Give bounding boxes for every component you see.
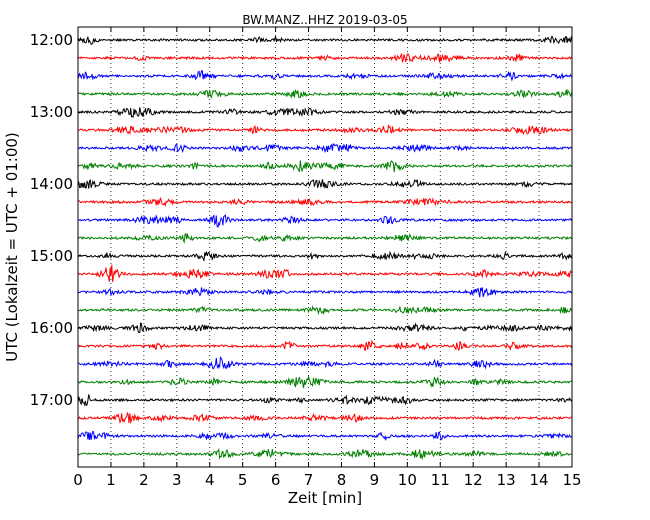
trace-1415 [77,196,573,208]
x-tick-label-9: 9 [370,471,380,489]
trace-1700 [77,394,573,407]
x-tick-label-13: 13 [497,471,516,489]
grid-lines [110,27,540,467]
x-tick-label-11: 11 [431,471,450,489]
x-tick-label-12: 12 [464,471,483,489]
x-tick-label-0: 0 [73,471,83,489]
trace-1200 [77,35,573,45]
trace-1600 [77,322,573,334]
x-tick-label-3: 3 [172,471,182,489]
trace-1230 [77,70,573,82]
chart-title: BW.MANZ..HHZ 2019-03-05 [242,13,407,27]
y-tick-label-2: 14:00 [30,175,73,193]
trace-1745 [77,447,573,461]
x-tick-label-15: 15 [562,471,581,489]
y-axis: 12:00 13:00 14:00 15:00 16:00 17:00 [30,31,572,409]
trace-1315 [77,123,573,136]
x-axis-label: Zeit [min] [288,489,362,507]
x-tick-label-7: 7 [304,471,314,489]
x-tick-label-1: 1 [106,471,116,489]
trace-1530 [77,287,573,298]
x-tick-label-10: 10 [398,471,417,489]
y-axis-label: UTC (Lokalzeit = UTC + 01:00) [3,132,21,362]
traces [77,35,573,461]
y-tick-label-0: 12:00 [30,31,73,49]
trace-1500 [77,250,573,261]
trace-1300 [77,107,573,118]
trace-1615 [78,339,573,352]
x-tick-label-2: 2 [139,471,149,489]
x-tick-label-4: 4 [205,471,215,489]
trace-1445 [77,232,573,244]
y-tick-label-3: 15:00 [30,247,73,265]
y-tick-label-4: 16:00 [30,319,73,337]
x-tick-label-6: 6 [271,471,281,489]
x-tick-label-14: 14 [530,471,549,489]
y-tick-label-1: 13:00 [30,103,73,121]
x-tick-label-8: 8 [337,471,347,489]
trace-1215 [77,52,573,63]
y-tick-label-5: 17:00 [30,391,73,409]
x-tick-label-5: 5 [238,471,248,489]
trace-1515 [77,264,573,283]
trace-1430 [77,214,573,228]
trace-1645 [77,374,573,389]
trace-1330 [77,143,573,154]
trace-1730 [77,430,573,442]
trace-1400 [77,179,573,189]
trace-1245 [77,88,573,99]
trace-1545 [77,305,573,316]
trace-1630 [77,356,573,370]
trace-1715 [77,411,573,424]
plot-frame [77,26,573,468]
trace-1345 [77,160,573,173]
x-axis: 0 1 2 3 4 5 6 7 8 9 10 11 12 13 14 15 [73,27,582,489]
